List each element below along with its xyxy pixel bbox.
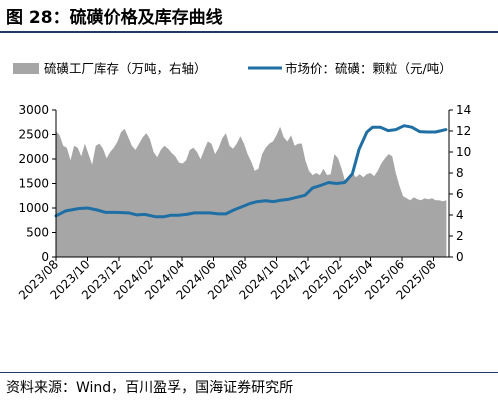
left-y-tick-label: 1000 bbox=[18, 201, 49, 215]
price-line bbox=[54, 124, 448, 219]
inventory-area bbox=[56, 126, 447, 257]
right-y-tick-label: 14 bbox=[456, 103, 471, 117]
plot-area bbox=[54, 124, 448, 257]
right-y-tick-label: 6 bbox=[456, 187, 464, 201]
legend: 硫磺工厂库存（万吨，右轴） 市场价：硫磺：颗粒（元/吨） bbox=[13, 61, 452, 76]
left-y-tick-label: 500 bbox=[26, 226, 49, 240]
right-y-tick-label: 12 bbox=[456, 124, 471, 138]
legend-label-price: 市场价：硫磺：颗粒（元/吨） bbox=[285, 61, 452, 76]
left-y-tick-label: 0 bbox=[41, 250, 49, 264]
source-note: 资料来源：Wind，百川盈孚，国海证券研究所 bbox=[6, 380, 294, 396]
legend-label-inventory: 硫磺工厂库存（万吨，右轴） bbox=[44, 61, 207, 76]
right-y-tick-label: 4 bbox=[456, 208, 464, 222]
inventory-price-chart: 硫磺工厂库存（万吨，右轴） 市场价：硫磺：颗粒（元/吨） 0 500 1000 150… bbox=[13, 61, 471, 302]
left-y-tick-label: 3000 bbox=[18, 103, 49, 117]
left-y-tick-label: 2000 bbox=[18, 152, 49, 166]
title-rule bbox=[0, 31, 498, 33]
right-y-tick-label: 2 bbox=[456, 229, 464, 243]
left-y-tick-label: 2500 bbox=[18, 128, 49, 142]
legend-swatch-inventory bbox=[13, 63, 39, 74]
figure-title: 图 28：硫磺价格及库存曲线 bbox=[6, 8, 223, 28]
right-y-tick-label: 10 bbox=[456, 145, 471, 159]
right-y-tick-label: 8 bbox=[456, 166, 464, 180]
source-rule bbox=[0, 372, 498, 373]
left-y-tick-label: 1500 bbox=[18, 177, 49, 191]
right-y-tick-label: 0 bbox=[456, 250, 464, 264]
